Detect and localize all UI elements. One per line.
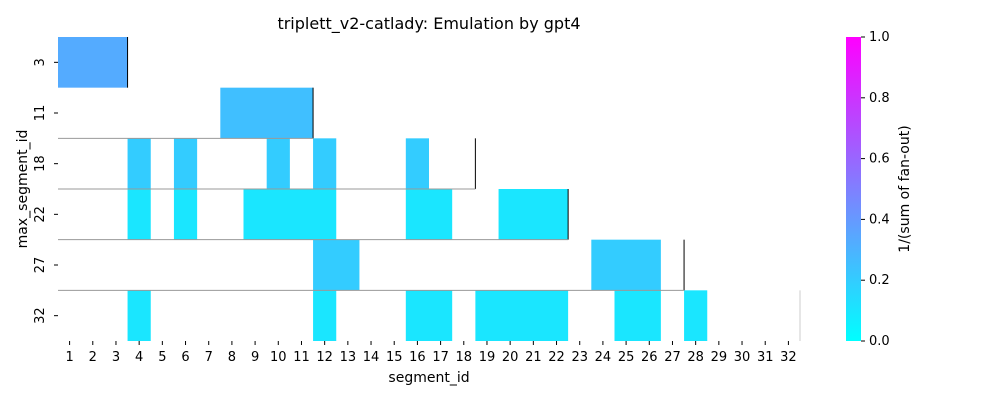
x-tick-label: 14 — [363, 350, 380, 365]
heatmap-cell-row32-4 — [614, 290, 661, 341]
heatmap-cell-row22-3 — [405, 189, 453, 240]
x-tick-label: 12 — [316, 350, 333, 365]
x-tick-label: 25 — [618, 350, 635, 365]
x-tick-label: 5 — [158, 350, 166, 365]
colorbar-tick-label: 0.6 — [869, 152, 890, 167]
x-tick-label: 20 — [502, 350, 519, 365]
x-tick-label: 21 — [525, 350, 542, 365]
y-axis: 3 11 18 22 27 32 — [33, 58, 58, 324]
heatmap-cell-row22-2 — [243, 189, 337, 240]
colorbar-ticks: 0.0 0.2 0.4 0.6 0.8 1.0 — [861, 30, 890, 349]
x-tick-label: 10 — [270, 350, 287, 365]
x-tick-label: 26 — [641, 350, 658, 365]
x-tick-label: 9 — [251, 350, 259, 365]
heatmap-cell-row32-5 — [684, 290, 708, 341]
x-tick-label: 11 — [293, 350, 310, 365]
x-tick-label: 27 — [664, 350, 681, 365]
heatmap-cell-row18-1 — [173, 138, 198, 189]
x-tick-label: 1 — [65, 350, 73, 365]
x-axis-label: segment_id — [388, 370, 469, 386]
x-tick-label: 30 — [734, 350, 751, 365]
y-tick-label: 27 — [33, 257, 48, 274]
x-tick-label: 8 — [228, 350, 236, 365]
x-tick-label: 3 — [112, 350, 120, 365]
colorbar-tick-label: 0.8 — [869, 91, 890, 106]
colorbar-tick-label: 0.0 — [869, 334, 890, 349]
x-tick-label: 31 — [757, 350, 774, 365]
y-tick-label: 22 — [33, 206, 48, 223]
x-tick-label: 7 — [205, 350, 213, 365]
heatmap-cell-row32-0 — [127, 290, 151, 341]
colorbar-tick-label: 0.2 — [869, 273, 890, 288]
heatmap-cell-row18-4 — [405, 138, 429, 189]
y-tick-label: 32 — [33, 307, 48, 324]
colorbar-label: 1/(sum of fan-out) — [897, 125, 913, 252]
heatmap-cell-row27-1 — [591, 239, 661, 291]
heatmap-cell-row22-1 — [173, 189, 198, 240]
heatmap-cell-row18-3 — [313, 138, 337, 189]
x-tick-label: 4 — [135, 350, 143, 365]
colorbar-tick-label: 0.4 — [869, 212, 890, 227]
y-tick-label: 18 — [33, 155, 48, 172]
x-tick-label: 19 — [479, 350, 496, 365]
x-tick-label: 2 — [89, 350, 97, 365]
x-tick-label: 17 — [432, 350, 449, 365]
x-tick-label: 6 — [181, 350, 189, 365]
heatmap-cell-row32-3 — [475, 290, 569, 341]
colorbar-tick-label: 1.0 — [869, 30, 890, 45]
plot-area — [58, 37, 708, 341]
heatmap-cell-row32-2 — [405, 290, 453, 341]
heatmap-cell-row3-0 — [58, 37, 128, 88]
x-tick-label: 24 — [595, 350, 612, 365]
y-tick-label: 11 — [33, 105, 48, 122]
y-axis-label: max_segment_id — [15, 130, 31, 249]
x-tick-label: 32 — [780, 350, 797, 365]
x-tick-label: 29 — [711, 350, 728, 365]
x-tick-label: 23 — [571, 350, 588, 365]
colorbar — [846, 37, 861, 341]
heatmap-cell-row22-0 — [127, 189, 151, 240]
heatmap-cell-row27-0 — [313, 239, 360, 291]
x-tick-label: 16 — [409, 350, 426, 365]
heatmap-cell-row22-4 — [498, 189, 569, 240]
heatmap-cell-row18-2 — [266, 138, 290, 189]
x-tick-label: 18 — [456, 350, 473, 365]
row-separators — [58, 37, 801, 341]
x-tick-label: 28 — [687, 350, 704, 365]
heatmap-cell-row32-1 — [313, 290, 337, 341]
x-tick-label: 15 — [386, 350, 403, 365]
x-axis: 1 2 3 4 5 6 7 8 9 10 11 12 13 14 15 16 17 18 19 20 21 22 23 24 2… — [65, 341, 797, 365]
heatmap-cell-row18-0 — [127, 138, 151, 189]
x-tick-label: 22 — [548, 350, 565, 365]
x-tick-label: 13 — [340, 350, 357, 365]
chart-title: triplett_v2-catlady: Emulation by gpt4 — [277, 14, 580, 34]
heatmap-cell-row11-0 — [220, 87, 314, 139]
y-tick-label: 3 — [33, 58, 48, 66]
